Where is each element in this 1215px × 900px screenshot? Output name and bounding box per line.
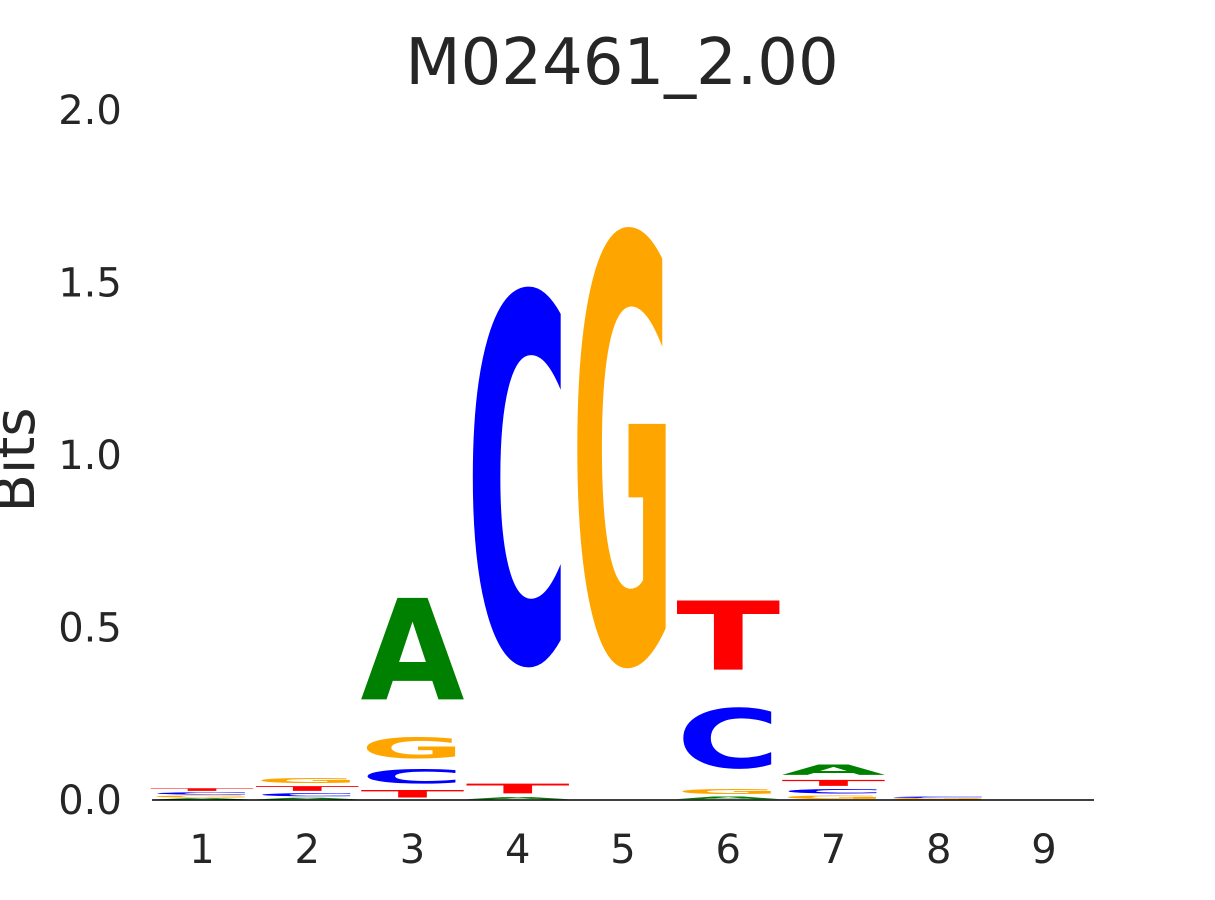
- y-axis-label: Bits: [0, 407, 48, 512]
- x-tick-label: 8: [926, 827, 951, 873]
- x-tick-label: 4: [505, 827, 530, 873]
- logo-letter-g: G: [255, 777, 359, 785]
- logo-letter-c: C: [676, 693, 780, 787]
- x-tick-label: 1: [189, 827, 214, 873]
- x-tick-label: 3: [400, 827, 425, 873]
- y-tick-label: 0.0: [58, 778, 122, 824]
- y-tick-label: 2.0: [58, 88, 122, 134]
- logo-letter-a: A: [255, 797, 360, 800]
- x-axis-ticks: 1 2 3 4 5 6 7 8 9: [189, 827, 1056, 873]
- logo-letter-c: C: [466, 195, 570, 780]
- logo-letter-g: G: [150, 795, 254, 798]
- logo-letter-c: C: [887, 796, 991, 798]
- logo-letter-g: G: [676, 787, 780, 796]
- logo-letter-c: C: [150, 792, 254, 795]
- x-tick-label: 9: [1031, 827, 1056, 873]
- logo-letter-a: A: [361, 571, 465, 733]
- x-tick-label: 2: [295, 827, 320, 873]
- x-tick-label: 6: [716, 827, 741, 873]
- y-tick-label: 0.5: [58, 606, 122, 652]
- logo-stack: G: [571, 118, 675, 798]
- logo-letter-g: G: [887, 798, 991, 800]
- logo-letter-g: G: [782, 795, 886, 800]
- logo-letter-c: C: [782, 788, 886, 795]
- y-tick-label: 1.5: [58, 261, 122, 307]
- chart-title: M02461_2.00: [405, 26, 838, 100]
- logo-letter-c: C: [361, 765, 465, 787]
- logo-letter-g: G: [361, 733, 465, 766]
- logo-letter-c: C: [255, 792, 359, 797]
- logo-letter-t: T: [361, 788, 465, 800]
- logo-letter-t: T: [676, 582, 780, 692]
- y-tick-label: 1.0: [58, 433, 122, 479]
- logo-stack: GC: [887, 796, 991, 800]
- logo-letter-t: T: [150, 788, 254, 792]
- logo-letter-t: T: [466, 781, 570, 797]
- y-axis-ticks: 0.0 0.5 1.0 1.5 2.0: [58, 88, 122, 824]
- logo-letter-t: T: [782, 778, 886, 788]
- logo-letter-a: A: [150, 798, 255, 800]
- logo-letter-a: A: [676, 796, 781, 800]
- logo-stack: ATC: [466, 195, 571, 800]
- logo-letter-a: A: [782, 762, 886, 779]
- x-tick-label: 7: [821, 827, 846, 873]
- logo-letter-a: A: [466, 797, 571, 800]
- x-tick-label: 5: [610, 827, 635, 873]
- logo-letter-t: T: [255, 785, 359, 793]
- logo-letter-g: G: [571, 118, 675, 798]
